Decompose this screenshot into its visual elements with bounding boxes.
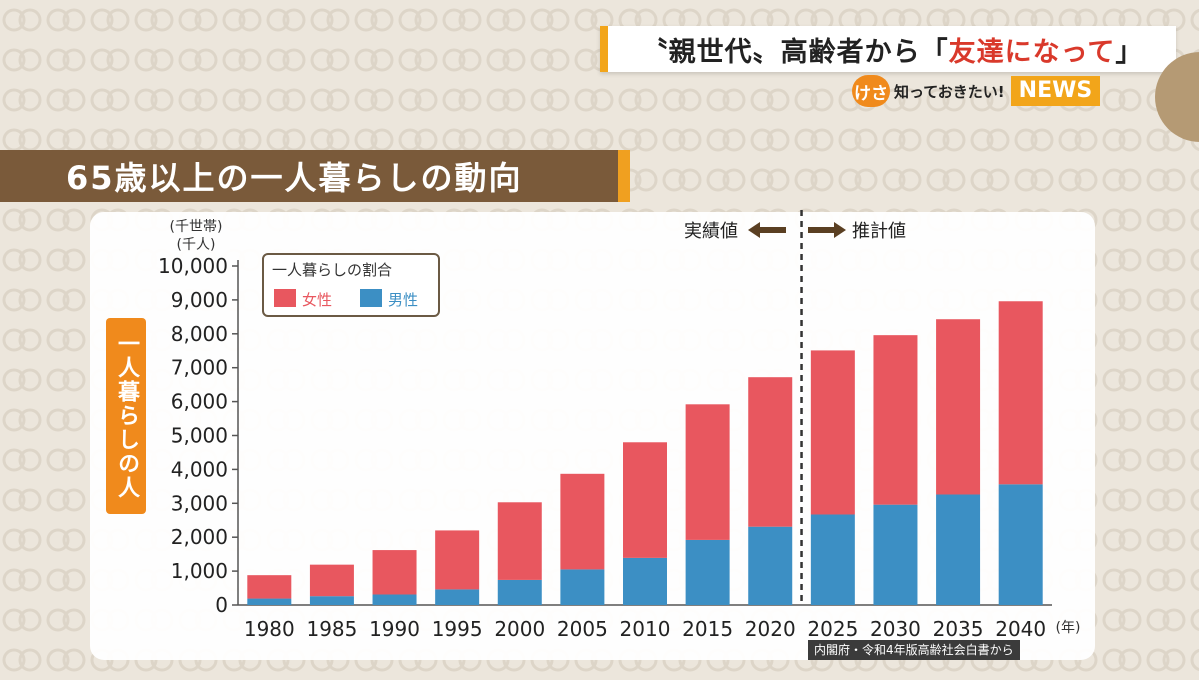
bar-male xyxy=(748,526,793,605)
bar-female xyxy=(873,335,918,505)
y-tick-label: 1,000 xyxy=(171,559,228,583)
x-unit-label: (年) xyxy=(1056,620,1081,636)
legend: 一人暮らしの割合 女性 男性 xyxy=(262,253,440,317)
program-logo-circle: けさ xyxy=(852,75,890,107)
bar-female xyxy=(685,404,730,540)
bar-female xyxy=(810,350,855,515)
bar-male xyxy=(873,504,918,605)
bar-female xyxy=(560,473,605,570)
bar-male xyxy=(936,494,981,605)
bar-male xyxy=(623,557,667,605)
legend-label-female: 女性 xyxy=(302,291,333,309)
bar-male xyxy=(685,539,730,605)
y-tick-label: 6,000 xyxy=(171,390,228,414)
x-tick-label: 1995 xyxy=(432,617,483,641)
bar-male xyxy=(810,514,855,605)
x-tick-label: 2035 xyxy=(933,617,984,641)
program-tagline: 知っておきたい! xyxy=(894,82,1005,101)
x-tick-label: 1990 xyxy=(369,617,420,641)
bar-female xyxy=(998,301,1043,485)
bar-female xyxy=(748,377,793,527)
headline-prefix: 〝親世代〟高齢者から「 xyxy=(640,36,949,68)
bar-female xyxy=(936,319,981,495)
x-tick-label: 1985 xyxy=(306,617,357,641)
x-tick-label: 2015 xyxy=(682,617,733,641)
bar-female xyxy=(435,530,480,590)
y-axis-label-box: 一人暮らしの人 xyxy=(106,318,146,514)
y-unit-label: (千世帯) xyxy=(170,219,223,235)
y-tick-label: 4,000 xyxy=(171,457,228,481)
y-tick-label: 2,000 xyxy=(171,525,228,549)
y-tick-label: 9,000 xyxy=(171,288,228,312)
legend-swatch-male xyxy=(360,289,382,307)
x-tick-label: 2025 xyxy=(807,617,858,641)
x-tick-label: 2000 xyxy=(494,617,545,641)
title-band: 65歳以上の一人暮らしの動向 xyxy=(0,150,630,202)
bar-male xyxy=(435,589,480,605)
x-tick-label: 2020 xyxy=(745,617,796,641)
arrow-left-icon xyxy=(748,222,786,238)
y-tick-label: 8,000 xyxy=(171,322,228,346)
headline-banner: 〝親世代〟高齢者から「 友達になって」 xyxy=(600,26,1176,72)
headline-emphasis: 友達になって xyxy=(948,36,1116,68)
headline-suffix: 」 xyxy=(1115,36,1144,68)
bar-male xyxy=(560,569,605,605)
chart-title: 65歳以上の一人暮らしの動向 xyxy=(66,159,523,197)
legend-title: 一人暮らしの割合 xyxy=(272,261,393,279)
x-tick-label: 2030 xyxy=(870,617,921,641)
x-tick-label: 2005 xyxy=(557,617,608,641)
legend-swatch-female xyxy=(274,289,296,307)
program-badge: けさ 知っておきたい! NEWS xyxy=(852,74,1101,108)
bar-male xyxy=(309,596,354,605)
bar-male xyxy=(247,598,292,605)
source-note: 内閣府・令和4年版高齢社会白書から xyxy=(808,640,1020,660)
x-tick-label: 2010 xyxy=(620,617,671,641)
y-unit-label: (千人) xyxy=(177,237,216,253)
y-tick-label: 3,000 xyxy=(171,491,228,515)
arrow-right-icon xyxy=(808,222,846,238)
bar-female xyxy=(497,502,542,580)
y-tick-label: 0 xyxy=(215,593,228,617)
bar-male xyxy=(372,594,417,605)
bar-female xyxy=(309,564,354,597)
y-tick-label: 10,000 xyxy=(158,254,228,278)
bar-male xyxy=(998,484,1043,605)
news-label: NEWS xyxy=(1010,76,1101,106)
x-tick-label: 1980 xyxy=(244,617,295,641)
bar-female xyxy=(623,442,667,558)
x-tick-label: 2040 xyxy=(995,617,1046,641)
label-actual: 実績値 xyxy=(684,221,738,242)
bar-male xyxy=(497,579,542,605)
y-tick-label: 5,000 xyxy=(171,424,228,448)
y-tick-label: 7,000 xyxy=(171,356,228,380)
legend-label-male: 男性 xyxy=(388,291,419,309)
bar-female xyxy=(372,550,417,595)
label-projected: 推計値 xyxy=(852,221,906,242)
bar-female xyxy=(247,575,292,599)
